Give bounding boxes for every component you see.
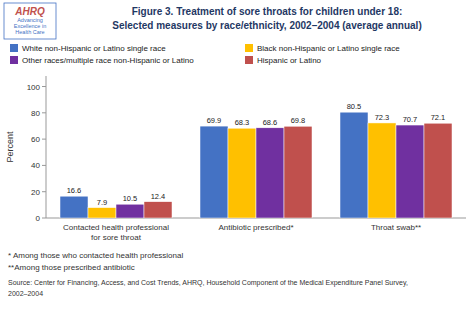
y-tick: [42, 139, 46, 140]
bar: [284, 126, 312, 218]
y-axis-label: Percent: [5, 131, 15, 163]
y-tick-label: 80: [31, 109, 40, 118]
x-axis: Contacted health professionalfor sore th…: [63, 223, 421, 242]
legend: White non-Hispanic or Latino single race…: [10, 44, 400, 65]
text-line: Contacted health professional: [63, 223, 169, 232]
text-line: Selected measures by race/ethnicity, 200…: [112, 20, 421, 31]
data-label: 80.5: [347, 102, 362, 111]
data-labels: 16.6 69.9 80.5 7.9 68.3 72.3 10.5 68.6 70.7 12.4 6…: [67, 102, 446, 206]
data-label: 16.6: [67, 186, 82, 195]
logo-box: [4, 3, 56, 39]
bar: [60, 196, 88, 218]
y-tick-label: 60: [31, 135, 40, 144]
y-axis-line: [46, 76, 47, 218]
bar: [368, 123, 396, 218]
y-tick-label: 20: [31, 188, 40, 197]
bar: [200, 126, 228, 218]
legend-label: White non-Hispanic or Latino single race: [22, 44, 166, 53]
bar: [396, 125, 424, 218]
bar: [340, 112, 368, 218]
bars: [60, 112, 452, 218]
title: Figure 3. Treatment of sore throats for …: [112, 6, 421, 31]
data-label: 7.9: [97, 198, 107, 207]
text-line: Throat swab**: [371, 223, 421, 232]
y-tick: [42, 218, 46, 219]
text-line: Health Care: [15, 29, 44, 35]
legend-swatch: [245, 56, 253, 64]
x-tick-label: Contacted health professionalfor sore th…: [63, 223, 169, 242]
legend-label: Black non-Hispanic or Latino single race: [257, 44, 400, 53]
data-label: 68.3: [235, 118, 250, 127]
y-tick: [42, 191, 46, 192]
legend-swatch: [245, 44, 253, 52]
legend-swatch: [10, 44, 18, 52]
bar: [144, 202, 172, 218]
data-label: 69.9: [207, 116, 222, 125]
y-axis: 0 20 40 60 80 100: [27, 76, 466, 223]
data-label: 69.8: [291, 116, 306, 125]
data-label: 70.7: [403, 115, 418, 124]
chart: AHRQAdvancingExcellence inHealth Care Fig…: [0, 0, 474, 320]
y-tick: [42, 112, 46, 113]
footnote: 2002–2004: [8, 290, 43, 297]
data-label: 72.1: [431, 113, 446, 122]
data-label: 10.5: [123, 194, 138, 203]
bar: [256, 128, 284, 218]
bar: [228, 128, 256, 218]
y-tick-label: 40: [31, 161, 40, 170]
bar: [424, 123, 452, 218]
y-tick-label: 0: [36, 214, 41, 223]
footnote: * Among those who contacted health profe…: [8, 251, 183, 260]
x-tick-label: Antibiotic prescribed*: [218, 223, 293, 232]
legend-label: Other races/multiple race non-Hispanic o…: [22, 56, 194, 65]
text-line: Figure 3. Treatment of sore throats for …: [132, 6, 403, 17]
legend-swatch: [10, 56, 18, 64]
data-label: 72.3: [375, 113, 390, 122]
x-tick-label: Throat swab**: [371, 223, 421, 232]
data-label: 68.6: [263, 118, 278, 127]
legend-label: Hispanic or Latino: [257, 56, 322, 65]
text-line: Antibiotic prescribed*: [218, 223, 293, 232]
data-label: 12.4: [151, 192, 166, 201]
footnote: **Among those prescribed antibiotic: [8, 263, 135, 272]
bar: [88, 208, 116, 218]
footnote: Source: Center for Financing, Access, an…: [8, 279, 408, 287]
background: [0, 0, 474, 320]
annotation: AdvancingExcellence inHealth Care: [14, 17, 46, 35]
y-tick: [42, 165, 46, 166]
bar: [116, 204, 144, 218]
y-tick-label: 100: [27, 83, 41, 92]
text-line: for sore throat: [91, 233, 142, 242]
annotation: AHRQ: [14, 6, 45, 17]
y-tick: [42, 86, 46, 87]
